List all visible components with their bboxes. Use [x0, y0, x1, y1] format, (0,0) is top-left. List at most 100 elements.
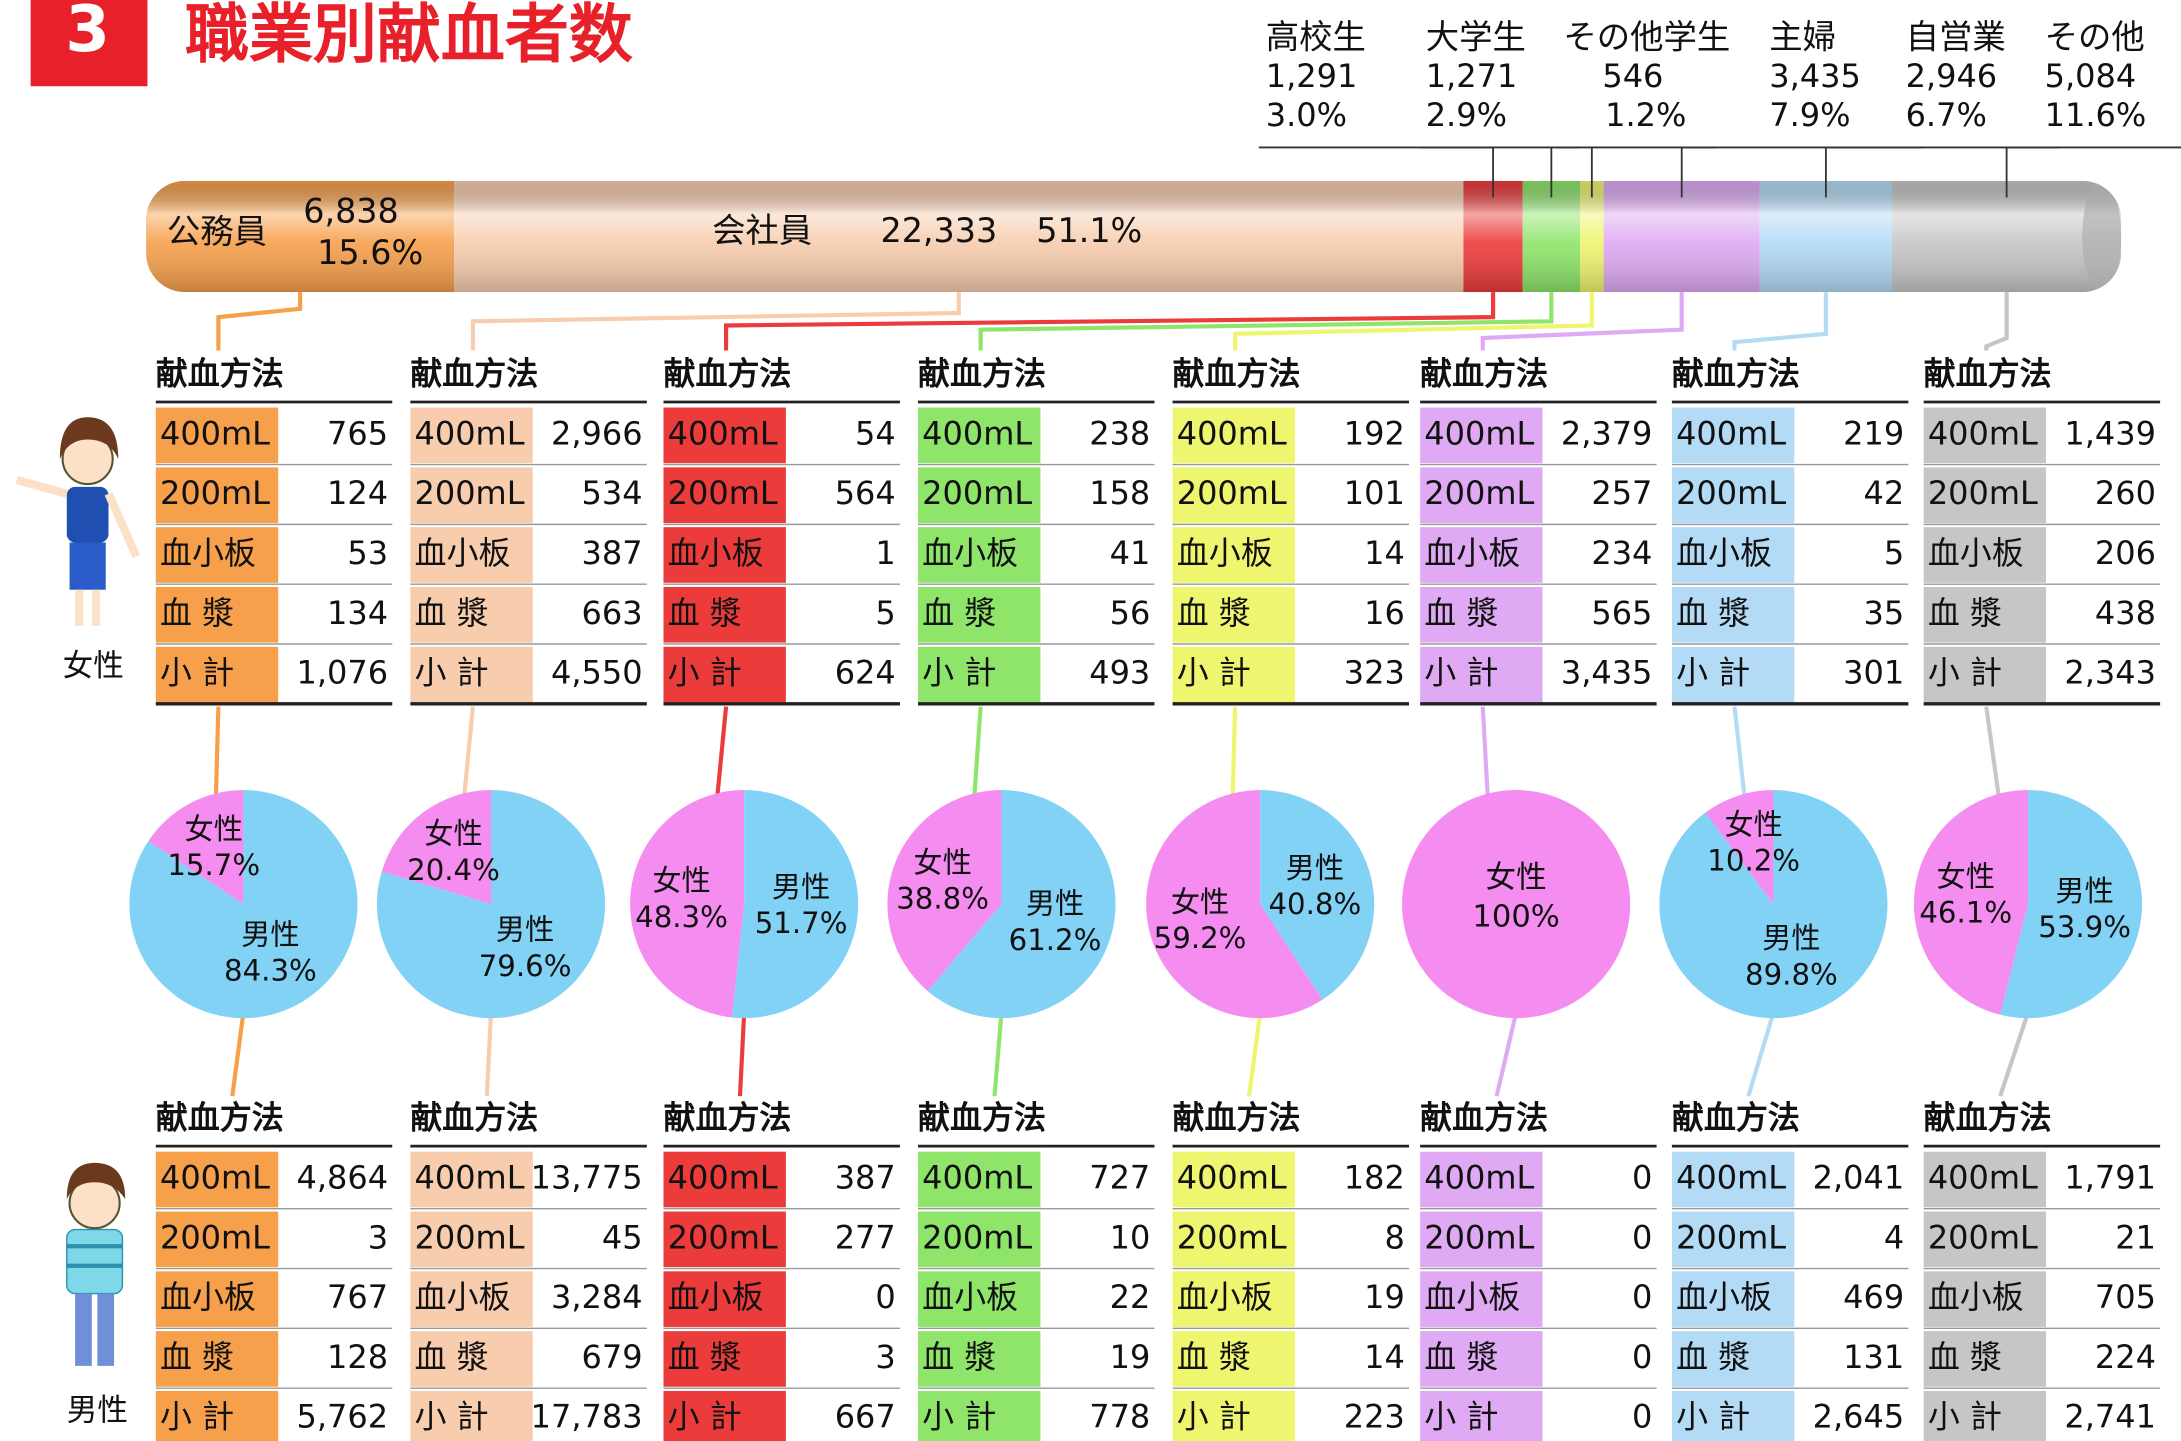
cell-value: 469 [1843, 1278, 1904, 1316]
cell-value: 4,864 [297, 1159, 389, 1197]
number-badge [30, 0, 148, 87]
pie-label: 男性 [496, 913, 554, 947]
bar-label: 1.2% [1605, 96, 1686, 134]
bar-label: 5,084 [2045, 57, 2137, 95]
row-label-cell [1420, 1271, 1543, 1327]
cell-value: 134 [327, 594, 388, 632]
cell-value: 0 [1632, 1338, 1652, 1376]
row-label-cell [1923, 1211, 2047, 1268]
cell-value: 14 [1364, 1338, 1405, 1376]
cell-value: 0 [1632, 1398, 1652, 1436]
row-label: 血 漿 [1177, 1338, 1251, 1376]
row-label-cell [410, 407, 533, 464]
row-label: 200mL [1928, 1218, 2038, 1256]
row-label-cell [155, 1390, 279, 1441]
row-label: 血小板 [1424, 1278, 1520, 1316]
row-label: 400mL [415, 1159, 525, 1197]
cell-value: 224 [2095, 1338, 2156, 1376]
connector [714, 706, 729, 807]
row-label: 200mL [160, 1218, 270, 1256]
row-label-cell [155, 1271, 279, 1327]
row-label: 血 漿 [160, 1338, 234, 1376]
row-label-cell [1420, 1211, 1543, 1268]
row-label: 小 計 [1177, 1398, 1251, 1436]
row-label-cell [1172, 527, 1295, 583]
row-label: 血 漿 [415, 594, 489, 632]
bar-label: 2.9% [1426, 96, 1507, 134]
cell-value: 182 [1344, 1159, 1405, 1197]
leader-line [1556, 146, 1717, 198]
cell-value: 1,076 [297, 654, 389, 692]
cell-value: 565 [1591, 594, 1652, 632]
row-label: 200mL [668, 474, 778, 512]
row-label-cell [1172, 1151, 1295, 1208]
row-label: 小 計 [1424, 654, 1498, 692]
table-header: 献血方法 [156, 1099, 284, 1137]
cell-value: 128 [327, 1338, 388, 1376]
row-label: 400mL [922, 414, 1032, 452]
cell-value: 5 [1884, 534, 1904, 572]
row-label-cell [1420, 1331, 1543, 1387]
cell-value: 101 [1344, 474, 1405, 512]
connector [1984, 706, 2003, 808]
pie-label: 84.3% [224, 953, 317, 987]
row-label: 200mL [1676, 1218, 1786, 1256]
cell-value: 493 [1089, 654, 1150, 692]
row-label: 血 漿 [415, 1338, 489, 1376]
cell-value: 3,284 [551, 1278, 643, 1316]
connector [470, 292, 961, 351]
row-label: 血小板 [160, 534, 256, 572]
pie-slice [1659, 790, 1888, 1019]
leader-line [2005, 146, 2181, 198]
connector [723, 292, 1496, 351]
row-label: 血 漿 [922, 1338, 996, 1376]
row-label-cell [663, 407, 786, 464]
bar-label: 自営業 [1906, 17, 2006, 56]
cell-value: 17,783 [531, 1398, 643, 1436]
row-label-cell [918, 1331, 1041, 1387]
cell-value: 206 [2095, 534, 2156, 572]
number: 3 [65, 0, 110, 67]
bar-label: 11.6% [2045, 96, 2147, 134]
pie-label: 51.7% [755, 906, 848, 940]
bar-label: 3.0% [1266, 96, 1347, 134]
row-label-cell [663, 1331, 786, 1387]
row-label: 血 漿 [1424, 1338, 1498, 1376]
cell-value: 4 [1884, 1218, 1904, 1256]
cell-value: 0 [1632, 1218, 1652, 1256]
row-label-cell [410, 1331, 533, 1387]
row-label-cell [1420, 646, 1543, 703]
bar-label: 6,838 [303, 191, 399, 230]
row-label: 小 計 [415, 1398, 489, 1436]
table-header: 献血方法 [1924, 1099, 2052, 1137]
row-label-cell [1923, 1331, 2047, 1387]
cell-value: 21 [2115, 1218, 2156, 1256]
row-label: 400mL [1424, 1159, 1534, 1197]
row-label: 200mL [160, 474, 270, 512]
pie-label: 38.8% [896, 882, 989, 916]
row-label-cell [1420, 1390, 1543, 1441]
row-label: 血 漿 [922, 594, 996, 632]
row-label: 小 計 [922, 654, 996, 692]
pie-slice [2000, 790, 2143, 1019]
row-label-cell [918, 646, 1041, 703]
row-label-cell [410, 1151, 533, 1208]
cell-value: 438 [2095, 594, 2156, 632]
row-label: 200mL [922, 474, 1032, 512]
cell-value: 1,791 [2064, 1159, 2156, 1197]
row-label: 400mL [415, 414, 525, 452]
cell-value: 765 [327, 414, 388, 452]
pie-label: 女性 [1171, 885, 1229, 919]
pie-label: 男性 [241, 917, 299, 951]
female-label: 女性 [63, 649, 124, 684]
row-label: 小 計 [160, 654, 234, 692]
pie-label: 15.7% [167, 848, 260, 882]
cell-value: 277 [835, 1218, 896, 1256]
bar-label: 大学生 [1426, 17, 1526, 56]
row-label-cell [1172, 586, 1295, 643]
connector [216, 292, 303, 351]
row-label-cell [1671, 1331, 1795, 1387]
row-label-cell [1923, 1271, 2047, 1327]
cell-value: 3 [368, 1218, 388, 1256]
row-label: 200mL [1424, 1218, 1534, 1256]
